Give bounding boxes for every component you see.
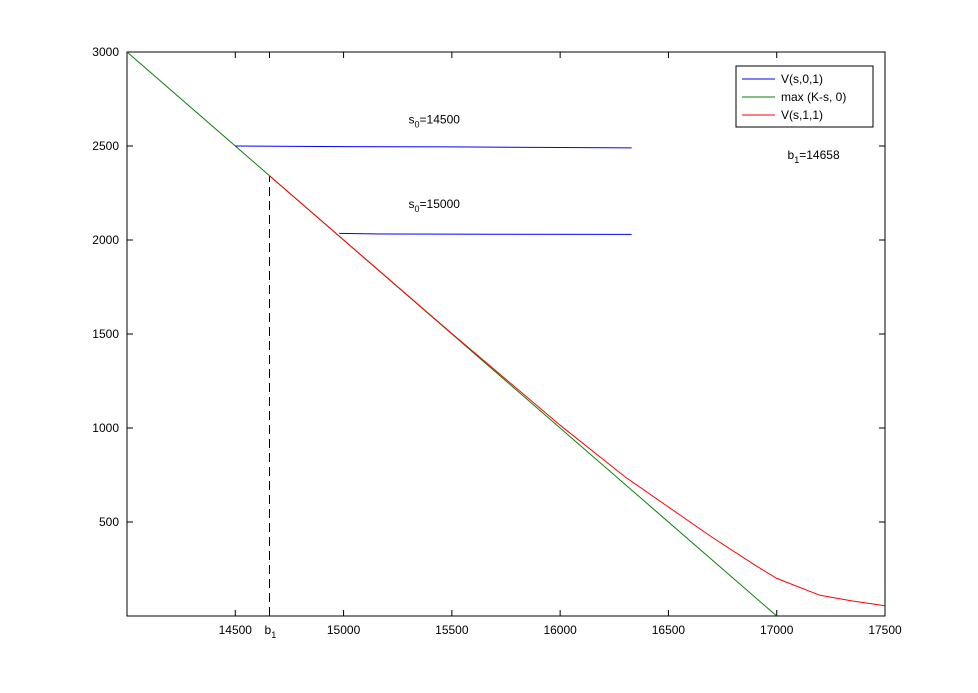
legend: V(s,0,1) max (K-s, 0) V(s,1,1) <box>735 65 874 128</box>
legend-label-1: V(s,0,1) <box>781 72 823 86</box>
y-tick-label: 1500 <box>92 327 119 341</box>
x-tick-label: 17500 <box>868 623 902 637</box>
series-line-0 <box>235 145 632 149</box>
legend-label-3: V(s,1,1) <box>781 108 823 122</box>
annotation-0: s0=14500 <box>409 112 461 129</box>
annotation-layer: s0=14500 s0=15000 b1=14658 <box>409 112 840 214</box>
x-tick-label: 16500 <box>652 623 686 637</box>
annotation-2: b1=14658 <box>788 148 840 165</box>
y-tick-label: 500 <box>99 515 119 529</box>
series-line-2 <box>269 175 886 607</box>
x-tick-label: 14500 <box>219 623 253 637</box>
y-tick-label: 2000 <box>92 233 119 247</box>
x-tick-label: 15500 <box>435 623 469 637</box>
legend-label-2: max (K-s, 0) <box>781 90 846 104</box>
axis-ticks: 14500 15000 15500 16000 16500 17000 17500 b1 500… <box>92 45 902 640</box>
series-layer <box>126 51 886 617</box>
y-tick-label: 1000 <box>92 421 119 435</box>
y-tick-label: 3000 <box>92 45 119 59</box>
x-tick-label: 15000 <box>327 623 361 637</box>
x-tick-label: 17000 <box>760 623 794 637</box>
annotation-1: s0=15000 <box>409 197 461 214</box>
series-line-3 <box>339 232 632 235</box>
x-tick-label: 16000 <box>543 623 577 637</box>
plot-area <box>126 51 886 617</box>
y-tick-label: 2500 <box>92 139 119 153</box>
x-tick-label-b1: b1 <box>265 623 277 640</box>
